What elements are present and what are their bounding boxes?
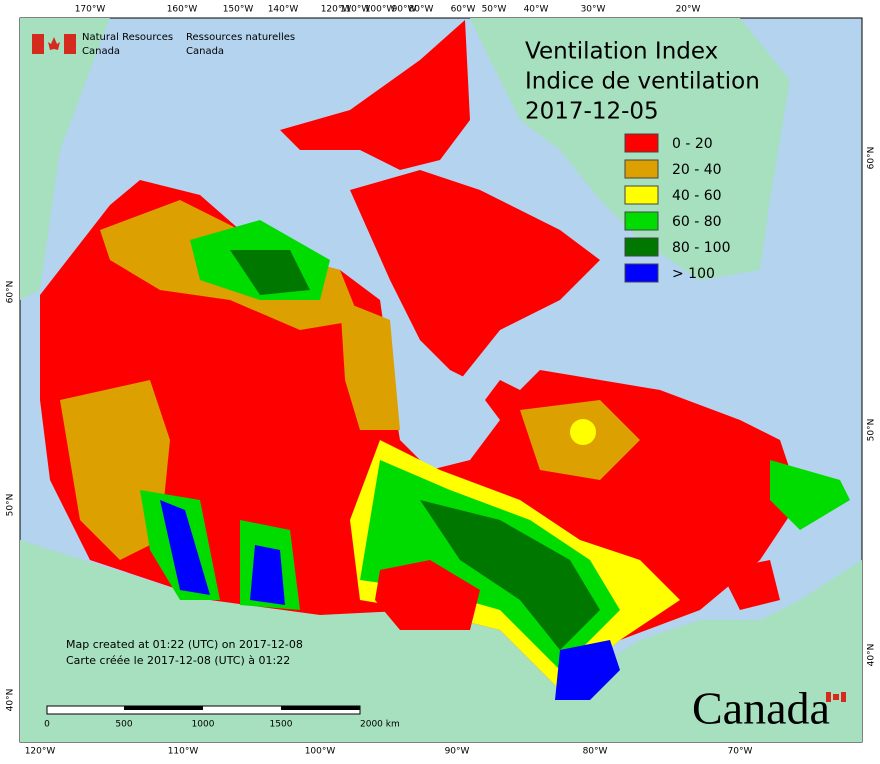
maple-leaf — [48, 37, 60, 50]
zone — [770, 460, 850, 530]
graticule-label: 100°W — [305, 747, 336, 757]
wordmark-flag — [826, 692, 831, 702]
hudson-bay — [390, 360, 500, 470]
flag-bar — [32, 34, 44, 54]
graticule-label: 150°W — [223, 5, 254, 15]
graticule-label: 60°N — [6, 281, 16, 304]
zone — [570, 419, 596, 445]
graticule-label: 120°W — [25, 747, 56, 757]
credit: Map created at 01:22 (UTC) on 2017-12-08 — [66, 638, 303, 651]
scale-label: 0 — [44, 720, 50, 730]
scale-label: 500 — [115, 720, 132, 730]
graticule-label: 50°N — [6, 494, 16, 517]
agency-fr: Canada — [186, 46, 224, 57]
title-fr: Indice de ventilation — [525, 69, 760, 95]
legend-swatch — [624, 185, 659, 205]
zone — [340, 300, 400, 430]
graticule-label: 140°W — [268, 5, 299, 15]
wordmark-flag — [833, 694, 839, 700]
graticule-label: 40°N — [867, 644, 877, 667]
graticule-label: 40°N — [6, 689, 16, 712]
wordmark: Canada — [692, 683, 830, 734]
zone — [375, 560, 480, 630]
graticule-label: 120°W — [321, 5, 352, 15]
zone — [555, 640, 620, 700]
zone — [230, 250, 310, 295]
graticule-label: 80°W — [409, 5, 434, 15]
graticule-label: 70°W — [728, 747, 753, 757]
zone — [250, 545, 285, 605]
scale-label: 2000 km — [360, 720, 400, 730]
zone — [720, 560, 780, 610]
scale-seg — [124, 706, 203, 710]
flag-bar — [64, 34, 76, 54]
graticule-label: 80°W — [583, 747, 608, 757]
graticule-label: 30°W — [581, 5, 606, 15]
legend-swatch — [624, 263, 659, 283]
legend-label: 60 - 80 — [672, 214, 722, 230]
arctic-islands — [280, 20, 470, 170]
baffin — [350, 170, 600, 380]
wordmark-flag — [841, 692, 846, 702]
alaska — [20, 18, 110, 300]
scale-label: 1000 — [192, 720, 215, 730]
graticule-label: 50°N — [867, 419, 877, 442]
legend-label: 20 - 40 — [672, 162, 722, 178]
agency-en: Canada — [82, 46, 120, 57]
graticule-label: 40°W — [524, 5, 549, 15]
legend-label: 0 - 20 — [672, 136, 713, 152]
graticule-label: 110°W — [340, 5, 371, 15]
legend-label: 80 - 100 — [672, 240, 731, 256]
map — [19, 17, 863, 743]
legend-swatch — [624, 211, 659, 231]
title-en: Ventilation Index — [525, 39, 718, 65]
legend-swatch — [624, 237, 659, 257]
legend-label: > 100 — [672, 266, 715, 282]
graticule-label: 110°W — [168, 747, 199, 757]
date: 2017-12-05 — [525, 99, 659, 125]
zone — [60, 380, 170, 560]
agency-en: Natural Resources — [82, 32, 173, 43]
legend-swatch — [624, 133, 659, 153]
credit: Carte créée le 2017-12-08 (UTC) à 01:22 — [66, 654, 290, 667]
graticule-label: 90°W — [445, 747, 470, 757]
graticule-label: 50°W — [482, 5, 507, 15]
scale-label: 1500 — [270, 720, 293, 730]
legend-swatch — [624, 159, 659, 179]
graticule-label: 170°W — [75, 5, 106, 15]
graticule-label: 90°W — [392, 5, 417, 15]
graticule-label: 100°W — [365, 5, 396, 15]
zone — [420, 500, 600, 650]
agency-fr: Ressources naturelles — [186, 32, 295, 43]
graticule-label: 60°W — [451, 5, 476, 15]
usa — [20, 540, 862, 742]
graticule-label: 160°W — [167, 5, 198, 15]
overlay: Natural Resources Canada Ressources natu… — [6, 5, 877, 757]
legend-label: 40 - 60 — [672, 188, 722, 204]
graticule-label: 20°W — [676, 5, 701, 15]
scale-seg — [281, 706, 360, 710]
graticule-label: 60°N — [867, 147, 877, 170]
zone — [160, 500, 210, 595]
